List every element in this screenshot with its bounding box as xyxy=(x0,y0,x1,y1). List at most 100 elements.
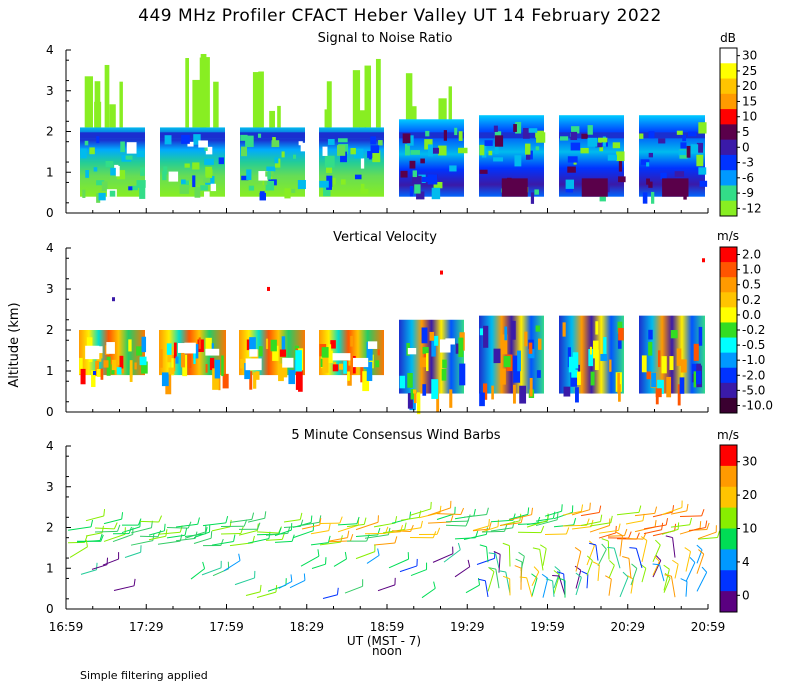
snr-cell xyxy=(84,76,93,128)
snr-cell xyxy=(581,133,588,139)
vv-cell xyxy=(511,320,516,340)
vv-gap xyxy=(245,358,262,371)
wind-barb-flag xyxy=(233,534,236,542)
wind-barb-flag xyxy=(588,542,597,546)
snr-cell xyxy=(616,151,625,162)
snr-cell xyxy=(205,166,213,178)
wind-barb xyxy=(598,532,616,539)
wb-colorbar: 30 20 10 4 0 xyxy=(719,444,757,613)
wind-barb xyxy=(679,515,702,517)
wind-barb xyxy=(495,569,500,589)
wind-barb-flag xyxy=(251,512,255,520)
snr-cell xyxy=(421,176,430,183)
wind-barb xyxy=(400,527,422,532)
wind-barb xyxy=(124,551,141,558)
vv-cell xyxy=(600,353,608,362)
wind-barb xyxy=(355,551,376,560)
wind-barb-flag xyxy=(574,565,582,571)
x-tick-label: 17:29 xyxy=(129,620,164,634)
wind-barb xyxy=(597,564,600,581)
wind-barb xyxy=(672,537,676,558)
wb-colorbar-swatch xyxy=(720,486,737,509)
vv-colorbar-swatch xyxy=(720,307,737,323)
snr-axes: 0 1 2 3 4 xyxy=(46,43,709,220)
snr-cell xyxy=(360,158,365,169)
snr-colorbar-swatch xyxy=(720,48,737,64)
vv-cell xyxy=(693,343,699,361)
snr-cell xyxy=(329,177,336,185)
wind-barb-flag xyxy=(654,520,657,528)
wind-barb xyxy=(586,560,593,576)
snr-colorbar-swatch xyxy=(720,154,737,171)
vv-cell xyxy=(483,383,488,400)
snr-cell xyxy=(297,179,306,190)
wind-barb xyxy=(193,531,210,539)
vv-gap xyxy=(367,341,378,349)
wind-barb xyxy=(85,532,103,537)
wind-barb-flag xyxy=(303,573,306,581)
wind-barb-flag xyxy=(717,530,721,538)
wind-barb xyxy=(498,554,501,573)
vv-axes: 0 1 2 3 4 xyxy=(46,241,709,419)
snr-cell xyxy=(370,145,380,154)
snr-cell xyxy=(431,187,441,200)
wind-barb xyxy=(531,577,538,597)
vv-cell xyxy=(116,367,122,375)
snr-cell xyxy=(424,139,433,150)
snr-cell xyxy=(484,140,493,146)
wind-barb-flag xyxy=(436,527,441,535)
vv-y-tick-label: 1 xyxy=(46,364,54,378)
vv-cell xyxy=(214,359,221,379)
wind-barb-flag xyxy=(158,515,163,523)
wind-barb xyxy=(487,571,495,592)
vv-y-tick-label: 0 xyxy=(46,405,54,419)
footer-note: Simple filtering applied xyxy=(80,669,208,682)
wind-barb xyxy=(148,535,166,541)
snr-colorbar-swatch xyxy=(720,78,737,95)
wind-barb xyxy=(184,531,206,539)
snr-cell xyxy=(454,127,458,136)
vv-cell xyxy=(330,340,336,349)
vv-cell xyxy=(366,361,373,382)
snr-cell xyxy=(648,152,653,158)
wind-barb xyxy=(508,513,529,520)
vv-cell xyxy=(253,372,257,389)
snr-cell xyxy=(323,187,331,197)
x-tick-label: 20:29 xyxy=(610,620,645,634)
vv-cell xyxy=(96,369,104,377)
wind-barb xyxy=(445,524,467,527)
wind-barb xyxy=(278,580,293,589)
vv-cell xyxy=(171,358,174,376)
wind-barb xyxy=(139,535,159,538)
snr-cell xyxy=(618,160,622,172)
wind-barb xyxy=(103,518,122,525)
vv-cell xyxy=(529,377,533,397)
vv-gap xyxy=(177,343,194,353)
snr-cell xyxy=(101,181,108,191)
snr-cell xyxy=(568,185,573,193)
wind-barb xyxy=(562,510,582,516)
wind-barb xyxy=(366,554,380,564)
wind-barb-flag xyxy=(90,519,94,527)
wind-barb-flag xyxy=(705,520,708,528)
wind-barb-flag xyxy=(257,522,261,530)
wind-barb-flag xyxy=(541,573,549,579)
wind-barb-flag xyxy=(117,524,121,532)
snr-y-tick-label: 0 xyxy=(46,206,54,220)
vv-colorbar-label: -5.0 xyxy=(742,383,765,397)
wind-barb-flag xyxy=(622,556,630,559)
vv-cell xyxy=(648,341,653,356)
wind-barb xyxy=(571,526,592,530)
wind-barb xyxy=(399,565,418,573)
wind-barb xyxy=(630,579,634,594)
wind-barb xyxy=(505,571,511,594)
snr-cell xyxy=(449,165,457,172)
snr-layer xyxy=(160,132,225,139)
wb-colorbar-swatch xyxy=(720,465,737,488)
wind-barb-flag xyxy=(157,530,162,538)
snr-cell xyxy=(104,64,110,128)
snr-cell xyxy=(438,145,447,156)
vv-cell xyxy=(193,350,196,364)
snr-cell xyxy=(292,154,297,159)
